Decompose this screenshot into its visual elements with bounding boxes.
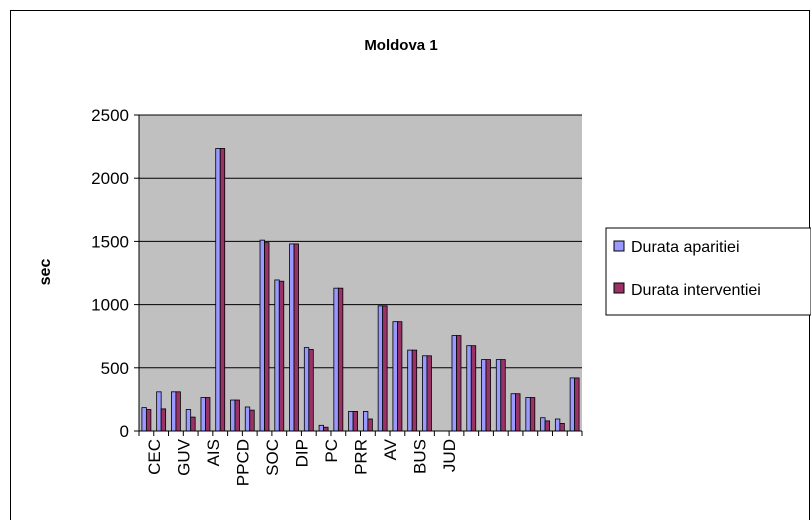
bar bbox=[411, 349, 418, 432]
bar bbox=[569, 377, 576, 432]
bar bbox=[234, 399, 240, 432]
y-tick-labels: 0 500 1000 1500 2000 2500 bbox=[91, 106, 129, 441]
bar bbox=[293, 243, 299, 432]
bar bbox=[308, 349, 314, 432]
x-tick-label: SOC bbox=[263, 439, 282, 476]
bar bbox=[264, 242, 270, 432]
bar bbox=[500, 359, 506, 432]
bar bbox=[190, 416, 196, 432]
bar bbox=[481, 359, 487, 432]
x-tick-label: PC bbox=[322, 439, 341, 463]
bar bbox=[495, 359, 502, 432]
bar bbox=[466, 345, 472, 432]
bar bbox=[348, 411, 354, 432]
bar bbox=[470, 345, 477, 432]
plot-area bbox=[139, 115, 582, 431]
legend-swatch-durata-aparitiei bbox=[613, 240, 625, 252]
bar bbox=[367, 418, 373, 432]
x-tick-label: PRR bbox=[352, 439, 371, 475]
legend: Durata aparitiei Durata interventiei bbox=[605, 227, 811, 316]
bar bbox=[333, 287, 339, 432]
bar bbox=[175, 391, 181, 432]
bar bbox=[244, 406, 251, 432]
chart-title: Moldova 1 bbox=[364, 37, 437, 54]
axes bbox=[134, 114, 583, 436]
bar bbox=[426, 355, 432, 432]
y-tick-label: 1500 bbox=[91, 232, 129, 251]
bar bbox=[205, 397, 211, 432]
legend-label-durata-interventiei: Durata interventiei bbox=[631, 282, 761, 299]
gridlines bbox=[139, 114, 582, 369]
bar bbox=[352, 411, 359, 432]
legend-box bbox=[605, 227, 811, 316]
bar bbox=[544, 420, 550, 432]
x-tick-label: GUV bbox=[174, 438, 193, 476]
bar bbox=[289, 243, 295, 432]
bar bbox=[303, 347, 310, 432]
bar bbox=[230, 399, 236, 432]
bar bbox=[274, 279, 280, 432]
bar bbox=[392, 321, 398, 432]
bar bbox=[171, 391, 177, 432]
x-tick-label: AV bbox=[381, 438, 400, 460]
x-tick-label: BUS bbox=[411, 439, 430, 474]
bar bbox=[554, 418, 561, 432]
x-tick-labels: CEC GUV AIS PPCD SOC DIP PC PRR AV BUS JUD bbox=[145, 438, 459, 486]
bar bbox=[382, 305, 388, 432]
bar bbox=[141, 407, 147, 432]
bar bbox=[525, 397, 531, 432]
bar bbox=[215, 148, 221, 432]
bar bbox=[407, 349, 413, 432]
x-tick-label: DIP bbox=[292, 439, 311, 467]
bar bbox=[456, 335, 462, 432]
y-tick-label: 500 bbox=[101, 359, 129, 378]
bar bbox=[574, 377, 580, 432]
bar bbox=[318, 424, 324, 432]
y-tick-label: 2000 bbox=[91, 169, 129, 188]
bar bbox=[145, 409, 152, 432]
y-tick-label: 1000 bbox=[91, 296, 129, 315]
bar bbox=[337, 287, 344, 432]
bar bbox=[362, 411, 369, 432]
bar bbox=[219, 148, 226, 432]
legend-label-durata-aparitiei: Durata aparitiei bbox=[631, 239, 740, 256]
x-tick-label: JUD bbox=[440, 439, 459, 472]
bar bbox=[185, 409, 192, 432]
bar bbox=[200, 397, 206, 432]
x-tick-label: CEC bbox=[145, 439, 164, 475]
legend-swatch-durata-interventiei bbox=[613, 282, 625, 294]
bar bbox=[377, 305, 384, 432]
bar bbox=[451, 335, 457, 432]
y-tick-label: 0 bbox=[120, 422, 129, 441]
bar bbox=[510, 393, 516, 432]
bar bbox=[540, 417, 546, 432]
bar bbox=[160, 408, 167, 432]
bar bbox=[529, 397, 536, 432]
bar bbox=[397, 321, 403, 432]
bar bbox=[485, 359, 491, 432]
bar bbox=[559, 423, 565, 432]
bar bbox=[249, 409, 255, 432]
y-tick-label: 2500 bbox=[91, 106, 129, 125]
bar bbox=[259, 239, 265, 432]
y-axis-label: sec bbox=[37, 259, 54, 286]
bar bbox=[515, 393, 521, 432]
x-tick-label: PPCD bbox=[233, 439, 252, 486]
bar bbox=[156, 391, 162, 432]
bars bbox=[141, 148, 580, 432]
x-tick-label: AIS bbox=[204, 439, 223, 466]
bar bbox=[422, 355, 428, 432]
bar bbox=[323, 426, 329, 432]
bar bbox=[278, 280, 285, 432]
